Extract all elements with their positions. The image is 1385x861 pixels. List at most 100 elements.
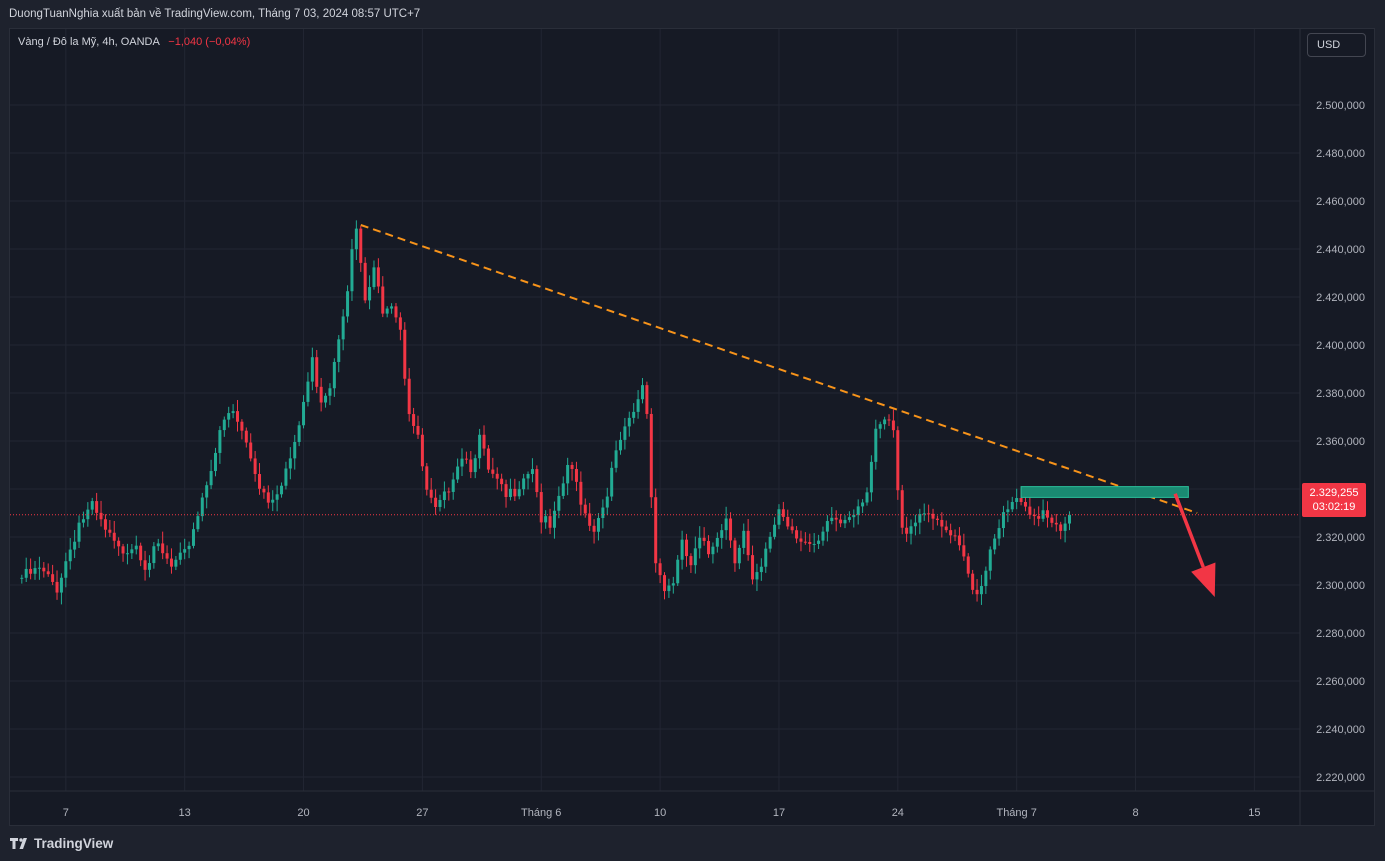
resistance-zone <box>1020 486 1189 498</box>
candle-body <box>68 549 72 562</box>
candle-body <box>55 581 59 593</box>
candle-body <box>544 516 548 523</box>
candle-body <box>658 563 662 576</box>
candle-body <box>64 561 68 578</box>
candle-body <box>478 434 482 459</box>
candle-body <box>755 572 759 580</box>
candle-body <box>324 395 328 403</box>
candle-body <box>535 469 539 493</box>
x-tick-label: Tháng 6 <box>521 807 561 819</box>
candle-body <box>685 539 689 557</box>
candle-body <box>412 414 416 426</box>
candle-body <box>73 541 77 550</box>
symbol-title: Vàng / Đô la Mỹ, 4h, OANDA <box>18 36 160 48</box>
y-tick-label: 2.500,000 <box>1316 100 1365 112</box>
candle-body <box>724 518 728 531</box>
tradingview-logo[interactable]: TradingView <box>10 836 113 851</box>
candle-body <box>306 381 310 402</box>
candle-body <box>236 411 240 422</box>
publisher-attribution: DuongTuanNghia xuất bản về TradingView.c… <box>9 8 421 20</box>
candle-body <box>403 329 407 379</box>
candle-body <box>81 519 85 523</box>
candle-body <box>803 541 807 543</box>
currency-button[interactable]: USD <box>1307 33 1366 57</box>
candle-body <box>368 287 372 301</box>
chart-panel[interactable]: 2.500,000 2.480,000 2.460,000 2.440,000 2.42… <box>9 28 1375 826</box>
candle-body <box>957 535 961 546</box>
candle-body <box>275 494 279 500</box>
candle-body <box>328 388 332 396</box>
candle-body <box>900 490 904 528</box>
candle-body <box>486 448 490 470</box>
candle-body <box>376 267 380 287</box>
candle-body <box>77 522 81 542</box>
candle-body <box>416 425 420 435</box>
candle-body <box>913 522 917 527</box>
candle-body <box>953 535 957 537</box>
x-tick-label: 17 <box>773 807 785 819</box>
candle-body <box>121 546 125 554</box>
x-tick-label: 8 <box>1132 807 1138 819</box>
candle-body <box>218 430 222 453</box>
candle-body <box>654 497 658 564</box>
candle-body <box>51 574 55 582</box>
candle-body <box>821 531 825 541</box>
candle-body <box>1019 498 1023 502</box>
candle-body <box>570 464 574 469</box>
candle-body <box>266 492 270 503</box>
candle-body <box>966 556 970 574</box>
candle-body <box>733 540 737 564</box>
candle-body <box>1063 523 1067 531</box>
x-tick-label: 24 <box>892 807 904 819</box>
candle-body <box>702 537 706 541</box>
candle-body <box>922 513 926 515</box>
candle-body <box>139 545 143 561</box>
price-chart[interactable]: 2.500,000 2.480,000 2.460,000 2.440,000 2.42… <box>10 29 1375 826</box>
candle-body <box>698 537 702 549</box>
candle-body <box>596 518 600 532</box>
candle-body <box>117 540 121 547</box>
candle-body <box>1059 524 1063 531</box>
candle-body <box>196 516 200 530</box>
candle-body <box>927 513 931 515</box>
y-tick-label: 2.260,000 <box>1316 676 1365 688</box>
candle-body <box>33 568 37 574</box>
candle-body <box>205 485 209 498</box>
candle-body <box>319 386 323 403</box>
candle-body <box>962 545 966 557</box>
candle-body <box>495 473 499 479</box>
candle-body <box>249 442 253 459</box>
candle-body <box>645 385 649 414</box>
candle-body <box>372 267 376 288</box>
candle-body <box>213 452 217 472</box>
candle-body <box>341 316 345 340</box>
candle-body <box>979 586 983 595</box>
candle-body <box>566 464 570 484</box>
candle-body <box>883 419 887 425</box>
x-tick-label: 13 <box>179 807 191 819</box>
candle-body <box>817 540 821 544</box>
y-tick-label: 2.360,000 <box>1316 436 1365 448</box>
candle-body <box>592 525 596 532</box>
tradingview-logo-icon <box>10 837 27 849</box>
candle-body <box>861 502 865 507</box>
candle-body <box>130 549 134 554</box>
candle-body <box>169 558 173 567</box>
candle-body <box>359 228 363 263</box>
candle-body <box>438 500 442 508</box>
candle-body <box>482 434 486 449</box>
candle-body <box>209 471 213 486</box>
candle-body <box>346 291 350 317</box>
candle-body <box>561 483 565 496</box>
y-tick-label: 2.280,000 <box>1316 628 1365 640</box>
candle-body <box>447 491 451 493</box>
candle-body <box>420 434 424 467</box>
candle-body <box>125 553 129 555</box>
candle-body <box>539 492 543 523</box>
candle-body <box>786 516 790 527</box>
candle-body <box>161 543 165 554</box>
candle-body <box>975 589 979 595</box>
candle-body <box>918 514 922 523</box>
candle-body <box>302 401 306 426</box>
y-tick-label: 2.440,000 <box>1316 244 1365 256</box>
